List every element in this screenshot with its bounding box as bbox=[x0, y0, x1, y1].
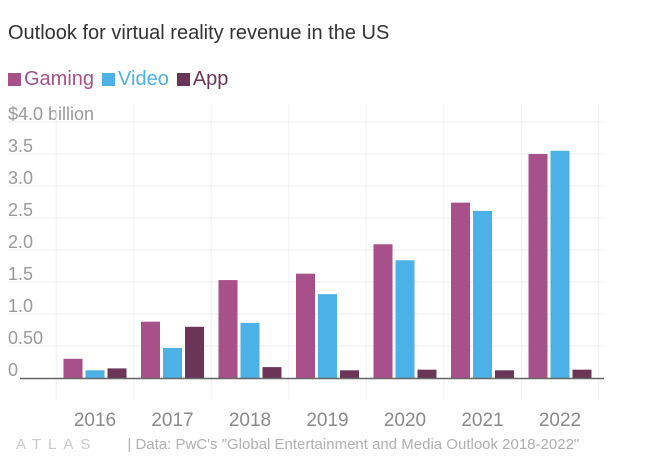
bar-app-2016 bbox=[107, 368, 127, 378]
bar-app-2022 bbox=[572, 369, 592, 378]
legend-swatch-app bbox=[176, 72, 190, 86]
x-tick-label: 2016 bbox=[74, 410, 116, 431]
x-tick-label: 2022 bbox=[539, 410, 581, 431]
y-tick-label: 0 bbox=[8, 360, 18, 380]
bar-video-2022 bbox=[550, 150, 570, 378]
bar-video-2019 bbox=[318, 294, 337, 378]
bar-video-2016 bbox=[85, 370, 105, 378]
legend-item-app: App bbox=[176, 67, 229, 91]
bar-gaming-2016 bbox=[63, 358, 83, 378]
x-tick-label: 2018 bbox=[229, 410, 271, 431]
legend-label-gaming: Gaming bbox=[24, 67, 95, 90]
legend-swatch-video bbox=[102, 72, 116, 86]
bar-video-2021 bbox=[473, 210, 492, 378]
y-tick-label: 2.5 bbox=[8, 200, 33, 220]
x-tick-label: 2019 bbox=[306, 410, 348, 431]
bar-app-2019 bbox=[340, 370, 359, 378]
bar-gaming-2018 bbox=[218, 280, 238, 378]
bar-gaming-2022 bbox=[528, 154, 548, 378]
x-tick-label: 2017 bbox=[151, 410, 193, 431]
bar-gaming-2020 bbox=[373, 244, 393, 378]
footer: ATLAS | Data: PwC's "Global Entertainmen… bbox=[16, 433, 646, 455]
legend-swatch-gaming bbox=[8, 72, 21, 86]
y-tick-label: 1.5 bbox=[8, 264, 33, 284]
bar-app-2018 bbox=[262, 367, 282, 378]
y-tick-label: 3.0 bbox=[8, 168, 33, 188]
y-tick-label: $4.0 billion bbox=[8, 104, 94, 124]
y-tick-label: 3.5 bbox=[8, 136, 33, 156]
data-source: | Data: PwC's "Global Entertainment and … bbox=[127, 435, 580, 453]
bar-gaming-2017 bbox=[141, 321, 160, 378]
legend-item-gaming: Gaming bbox=[8, 68, 94, 91]
legend-label-app: App bbox=[192, 67, 229, 90]
legend-item-video: Video bbox=[102, 68, 169, 91]
bar-video-2020 bbox=[395, 260, 415, 378]
bar-app-2020 bbox=[417, 369, 437, 378]
atlas-logo: ATLAS bbox=[16, 435, 98, 453]
legend: Gaming Video App bbox=[8, 67, 236, 91]
bar-app-2017 bbox=[185, 326, 204, 378]
y-tick-label: 2.0 bbox=[8, 232, 33, 252]
bar-app-2021 bbox=[495, 370, 514, 378]
bar-video-2018 bbox=[240, 322, 260, 378]
x-tick-label: 2020 bbox=[384, 410, 426, 431]
x-tick-label: 2021 bbox=[461, 410, 503, 431]
chart-title: Outlook for virtual reality revenue in t… bbox=[8, 22, 390, 44]
bar-gaming-2021 bbox=[451, 202, 470, 378]
bar-gaming-2019 bbox=[296, 273, 315, 378]
y-tick-label: 0.50 bbox=[8, 328, 43, 348]
legend-label-video: Video bbox=[118, 67, 169, 90]
y-tick-label: 1.0 bbox=[8, 296, 33, 316]
bar-video-2017 bbox=[163, 347, 182, 378]
